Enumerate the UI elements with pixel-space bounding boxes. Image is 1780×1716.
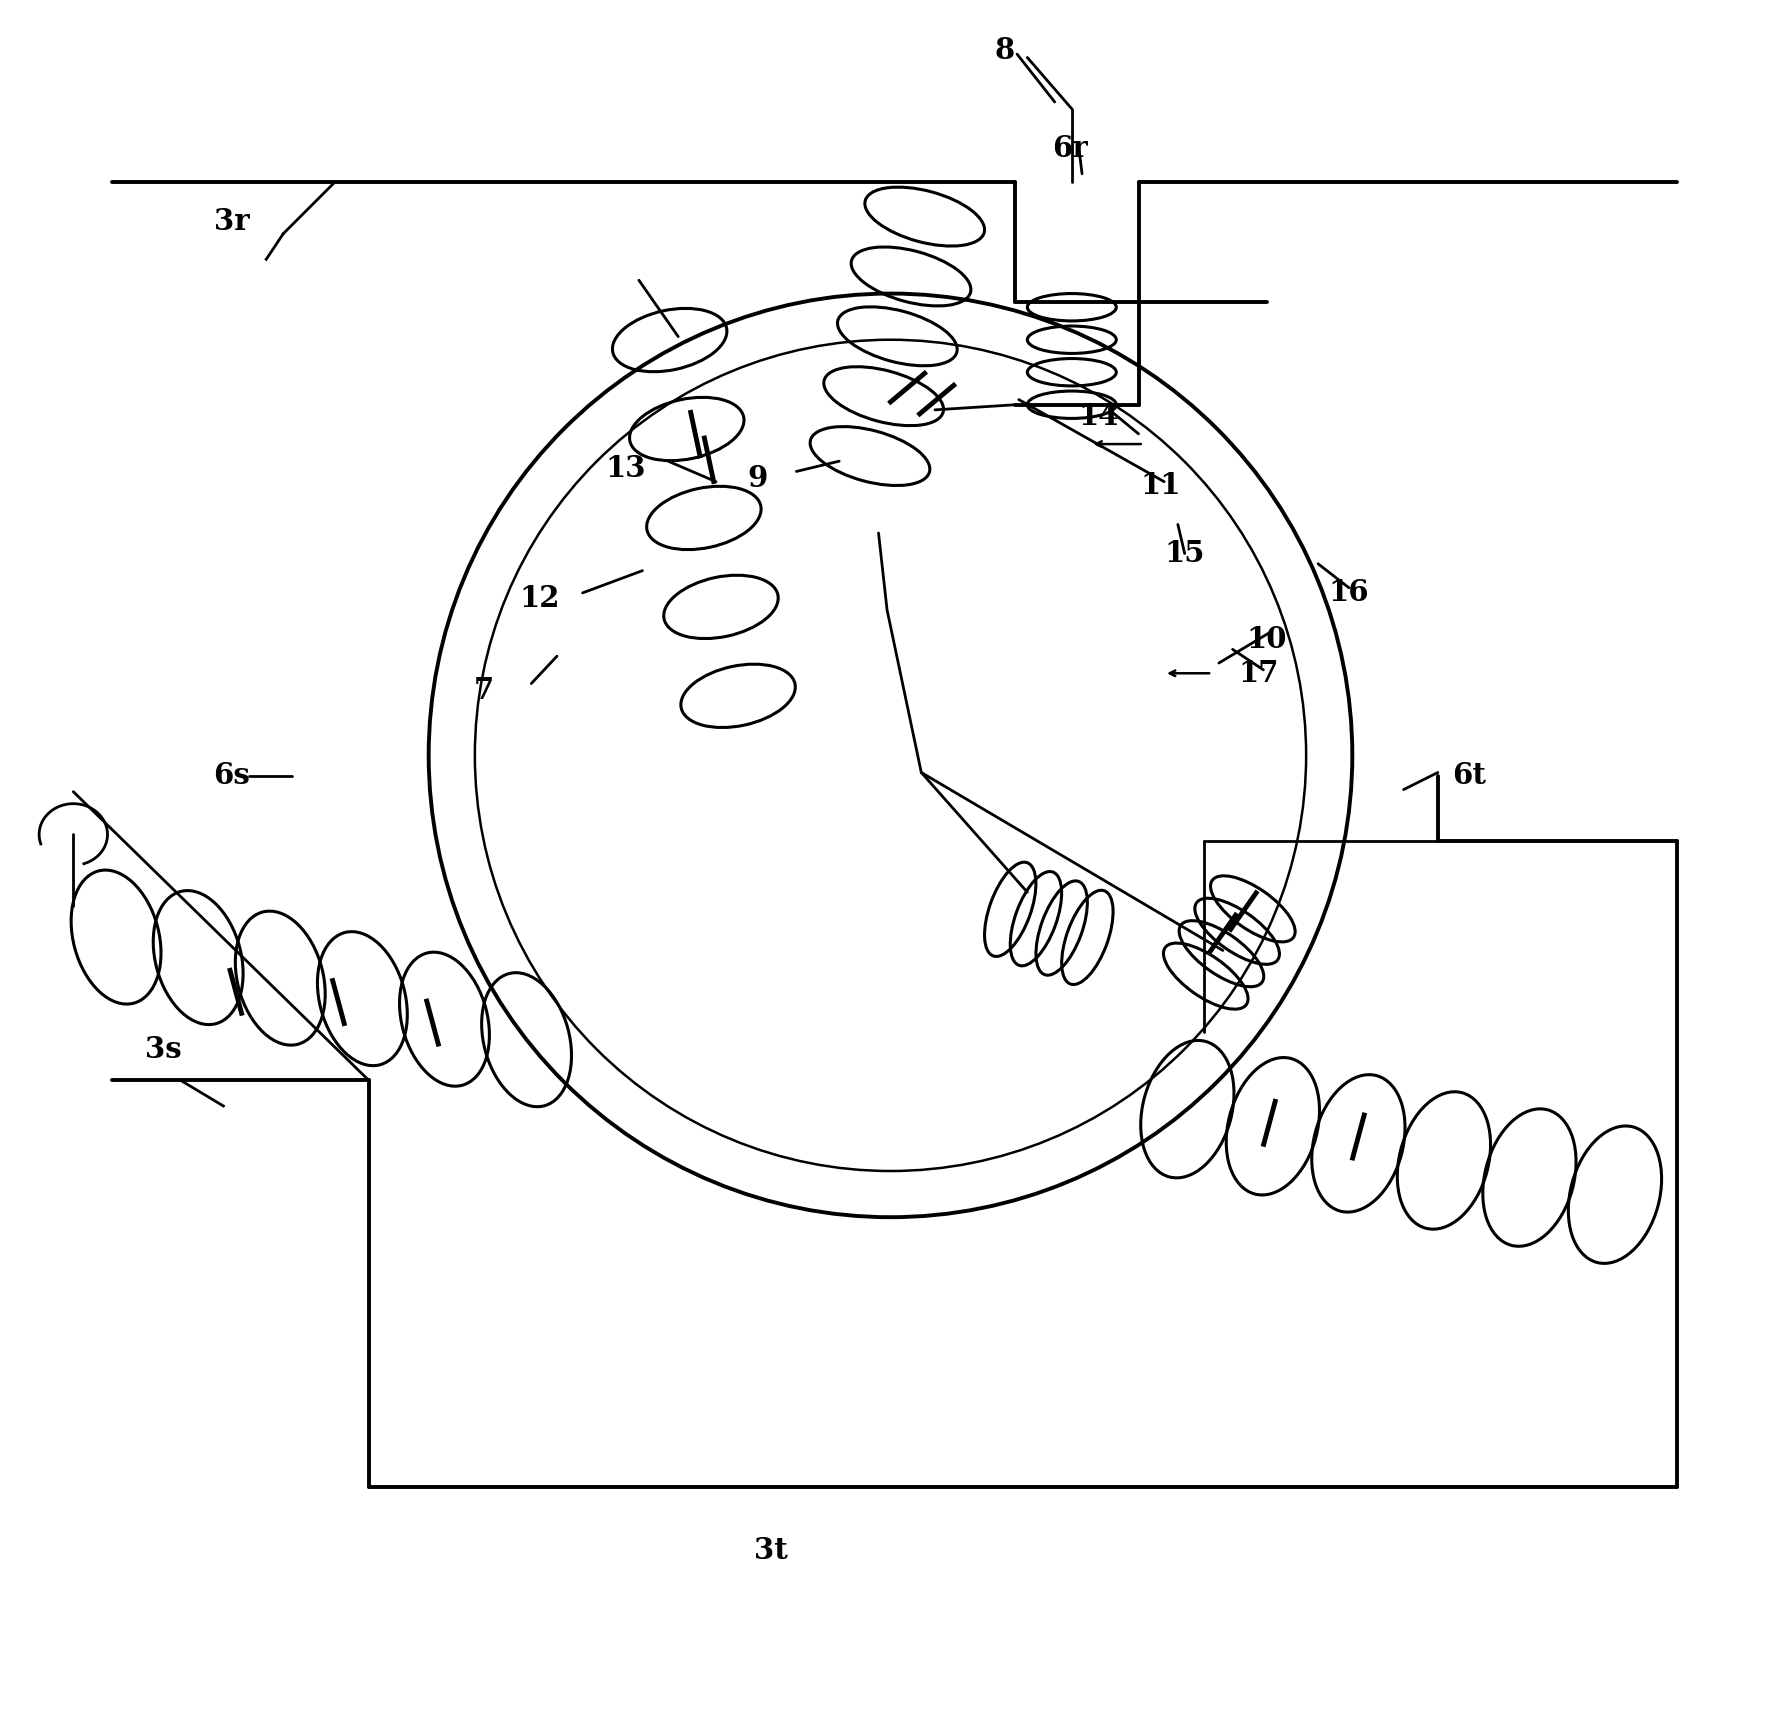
Text: 17: 17 [1237, 659, 1278, 688]
Text: 11: 11 [1139, 470, 1180, 499]
Text: 8: 8 [995, 36, 1015, 65]
Text: 10: 10 [1246, 625, 1287, 654]
Text: 3t: 3t [753, 1536, 787, 1565]
Text: 14: 14 [1079, 402, 1120, 431]
Text: 3s: 3s [146, 1035, 182, 1064]
Text: 16: 16 [1328, 578, 1369, 607]
Text: 6s: 6s [214, 762, 251, 791]
Text: 3r: 3r [214, 208, 249, 237]
Text: 15: 15 [1164, 539, 1205, 568]
Text: 9: 9 [746, 463, 767, 492]
Text: 13: 13 [605, 453, 646, 482]
Text: 12: 12 [520, 583, 559, 613]
Text: 6t: 6t [1451, 762, 1485, 791]
Text: 6r: 6r [1052, 134, 1088, 163]
Text: 7: 7 [473, 676, 493, 705]
